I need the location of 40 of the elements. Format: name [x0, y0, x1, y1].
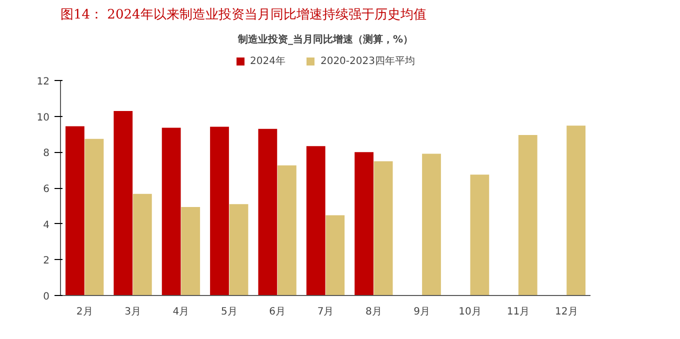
bar [470, 174, 490, 296]
bar [326, 215, 345, 296]
x-tick-label: 8月 [366, 306, 382, 318]
bar [422, 154, 441, 296]
y-tick-label: 0 [43, 292, 50, 302]
bar [162, 128, 181, 296]
bar [354, 152, 374, 296]
bar [229, 204, 248, 296]
bar [258, 128, 278, 296]
x-tick-label: 3月 [124, 306, 141, 318]
bar [210, 126, 229, 296]
y-tick-label: 12 [36, 76, 50, 88]
legend-label: 2024年 [250, 55, 286, 68]
y-tick-label: 2 [43, 256, 50, 267]
y-tick-label: 8 [43, 148, 50, 160]
bar [278, 165, 296, 296]
bar [132, 194, 152, 296]
legend-label: 2020-2023四年平均 [320, 55, 415, 68]
y-tick-label: 4 [43, 220, 50, 231]
x-tick-label: 5月 [220, 306, 238, 318]
bar [566, 126, 586, 296]
bar [181, 206, 200, 296]
bar [374, 161, 393, 296]
x-tick-label: 4月 [172, 306, 190, 318]
x-tick-label: 12月 [555, 306, 578, 318]
bar [66, 126, 84, 296]
x-tick-label: 7月 [317, 306, 334, 318]
bar [518, 134, 538, 296]
x-tick-label: 10月 [458, 306, 482, 318]
x-tick-label: 6月 [269, 306, 286, 318]
x-tick-label: 9月 [414, 306, 430, 318]
chart-subtitle: 制造业投资_当月同比增速（测算，%） [236, 34, 414, 46]
bar [306, 146, 326, 296]
x-tick-label: 2月 [76, 306, 93, 318]
y-tick-label: 10 [36, 112, 50, 124]
bar [84, 138, 104, 296]
y-tick-label: 6 [43, 184, 50, 195]
x-tick-label: 11月 [506, 306, 530, 318]
chart-title: 图14： 2024年以来制造业投资当月同比增速持续强于历史均值 [60, 8, 426, 22]
bar [114, 110, 133, 296]
